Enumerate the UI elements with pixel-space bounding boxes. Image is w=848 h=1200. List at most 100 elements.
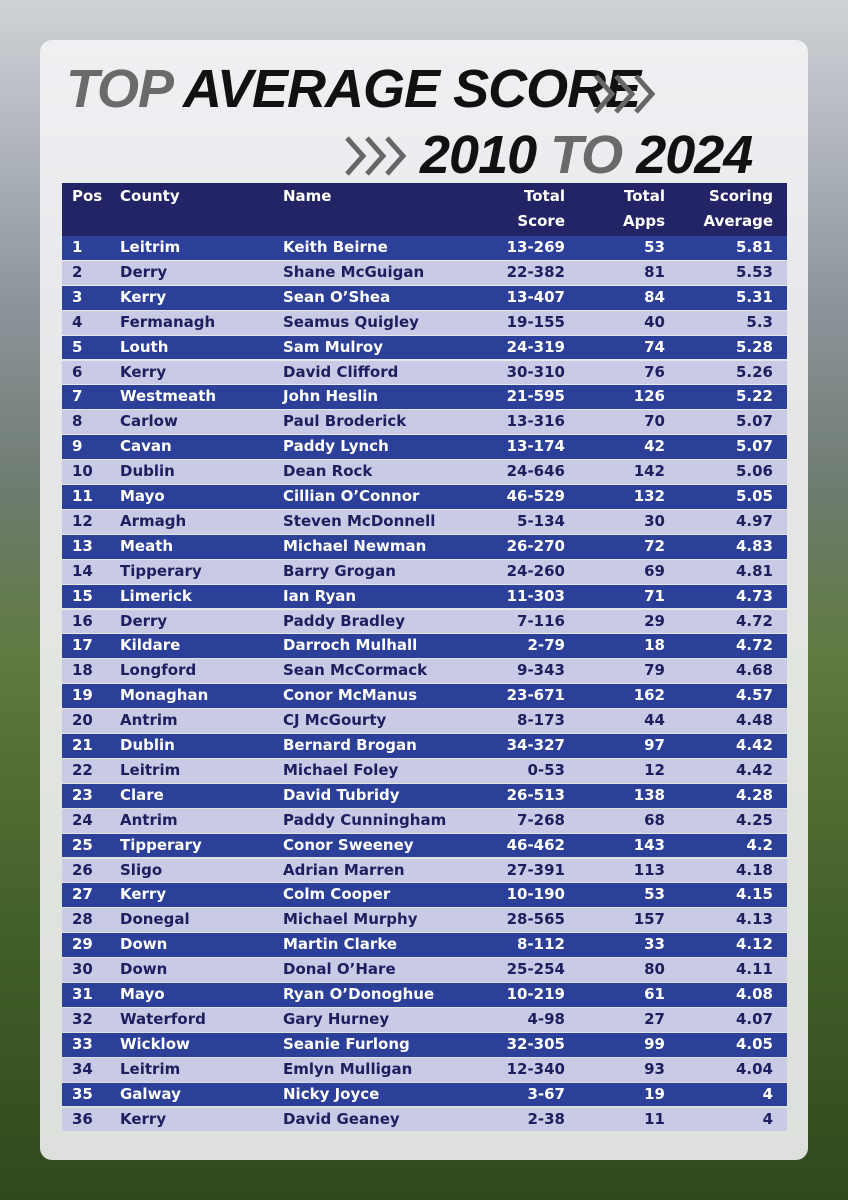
table-cell: 4.68 [735, 661, 773, 680]
table-cell: 4.08 [735, 985, 773, 1003]
table-cell: Kildare [120, 636, 181, 655]
table-cell: 4 [762, 1084, 773, 1103]
table-cell: Emlyn Mulligan [283, 1059, 413, 1078]
table-cell: 7-116 [517, 611, 565, 630]
title-word: TOP [66, 59, 172, 119]
table-cell: 4.81 [735, 561, 773, 580]
table-cell: 33 [644, 935, 665, 954]
table-cell: Michael Murphy [283, 910, 418, 929]
table-cell: 32-305 [506, 1034, 565, 1053]
table-cell: 22-382 [506, 262, 565, 281]
table-cell: 80 [644, 960, 665, 979]
table-cell: 10-219 [506, 985, 565, 1003]
table-cell: 2 [72, 262, 83, 281]
table-cell: Donegal [120, 910, 190, 929]
table-cell: Leitrim [120, 238, 181, 256]
table-cell: Antrim [120, 711, 178, 730]
table-cell: Louth [120, 337, 169, 356]
table-cell: 70 [644, 412, 665, 431]
table-cell: Mayo [120, 985, 165, 1003]
table-cell: 53 [644, 885, 665, 904]
table-row [62, 1082, 787, 1107]
table-cell: 5.81 [735, 238, 773, 256]
table-row [62, 1107, 787, 1132]
table-cell: Paddy Cunningham [283, 810, 447, 829]
table-cell: 27 [644, 1009, 665, 1028]
table-cell: 32 [72, 1009, 93, 1028]
table-cell: 40 [644, 312, 665, 331]
table-cell: 11 [72, 487, 93, 505]
table-cell: 14 [72, 561, 93, 580]
table-cell: 84 [644, 287, 665, 306]
table-row [62, 310, 787, 335]
table-cell: 28 [72, 910, 93, 929]
table-cell: 30 [644, 511, 665, 530]
table-cell: Sean O’Shea [283, 287, 391, 306]
table-cell: Cavan [120, 437, 172, 456]
table-cell: 2-38 [527, 1109, 565, 1128]
table-cell: 4.72 [735, 636, 773, 655]
column-header: Apps [622, 212, 665, 230]
table-cell: 4.28 [735, 785, 773, 804]
table-cell: 12 [644, 760, 665, 779]
table-cell: Down [120, 935, 168, 954]
table-cell: 132 [633, 487, 665, 505]
table-cell: Keith Beirne [283, 238, 388, 256]
table-cell: David Geaney [283, 1109, 400, 1128]
table-cell: 3 [72, 287, 83, 306]
table-cell: Leitrim [120, 760, 181, 779]
table-cell: 97 [644, 736, 665, 754]
table-cell: Ian Ryan [283, 586, 357, 605]
table-cell: 9 [72, 437, 83, 456]
table-row [62, 360, 787, 385]
table-cell: Kerry [120, 885, 167, 904]
table-cell: 2-79 [527, 636, 565, 655]
table-cell: 15 [72, 586, 93, 605]
table-cell: Ryan O’Donoghue [283, 985, 435, 1003]
table-cell: 36 [72, 1109, 93, 1128]
table-cell: 11 [644, 1109, 665, 1128]
table-cell: Mayo [120, 487, 165, 505]
table-cell: 27-391 [506, 860, 565, 879]
table-cell: 10-190 [506, 885, 565, 904]
table-row [62, 933, 787, 958]
table-cell: 13-407 [506, 287, 565, 306]
table-cell: 35 [72, 1084, 93, 1103]
table-cell: 3-67 [527, 1084, 565, 1103]
table-cell: Dean Rock [283, 462, 373, 481]
table-cell: Colm Cooper [283, 885, 391, 904]
table-row [62, 1007, 787, 1032]
table-cell: 5.26 [735, 362, 773, 381]
table-cell: 13-174 [506, 437, 565, 456]
table-cell: Sam Mulroy [283, 337, 384, 356]
table-cell: Tipperary [120, 561, 202, 580]
table-cell: 28-565 [506, 910, 565, 929]
table-cell: 93 [644, 1059, 665, 1078]
table-cell: 24 [72, 810, 93, 829]
table-cell: 13-316 [506, 412, 565, 431]
table-cell: 4.42 [735, 736, 773, 754]
table-cell: Dublin [120, 462, 175, 481]
table-cell: 11-303 [506, 586, 565, 605]
table-cell: 4.04 [735, 1059, 773, 1078]
table-cell: 30 [72, 960, 93, 979]
table-row [62, 260, 787, 285]
table-cell: Sean McCormack [283, 661, 428, 680]
table-cell: Longford [120, 661, 197, 680]
table-cell: Paul Broderick [283, 412, 407, 431]
table-cell: 69 [644, 561, 665, 580]
table-cell: 81 [644, 262, 665, 281]
table-cell: 10 [72, 462, 93, 481]
column-header: Pos [72, 187, 103, 205]
table-cell: Meath [120, 536, 174, 555]
table-cell: 18 [72, 661, 93, 680]
table-cell: Martin Clarke [283, 935, 398, 954]
table-cell: Sligo [120, 860, 163, 879]
table-row [62, 335, 787, 360]
table-cell: Adrian Marren [283, 860, 405, 879]
header-row [62, 183, 787, 236]
table-cell: 22 [72, 760, 93, 779]
table-cell: Seanie Furlong [283, 1034, 410, 1053]
table-cell: 1 [72, 238, 83, 256]
